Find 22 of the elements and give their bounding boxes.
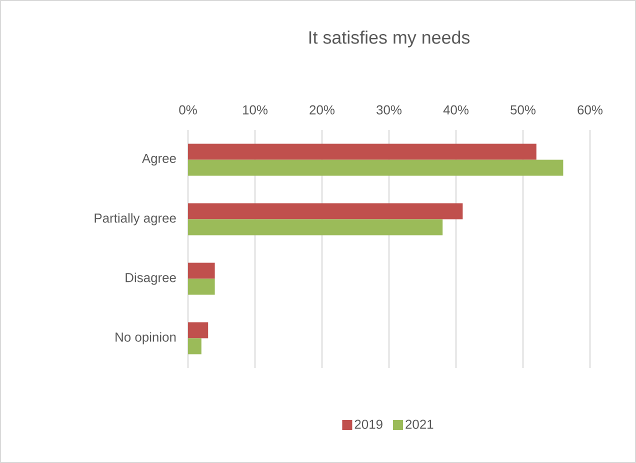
bar	[188, 338, 202, 354]
x-tick-label: 10%	[243, 105, 268, 114]
legend-label: 2019	[354, 420, 382, 429]
x-tick-label: 30%	[376, 105, 402, 114]
x-tick-label: 60%	[578, 105, 603, 114]
y-tick-label: Disagree	[126, 272, 176, 285]
x-tick-label: 40%	[443, 105, 469, 114]
bar	[188, 219, 443, 236]
bar	[188, 278, 215, 295]
x-tick-label: 20%	[310, 105, 335, 114]
bar	[188, 144, 536, 160]
y-tick-label: No opinion	[116, 332, 176, 344]
bar	[188, 322, 208, 338]
bar	[188, 203, 463, 220]
y-tick-label: Agree	[142, 154, 176, 166]
bar	[188, 160, 564, 176]
chart-title: It satisfies my needs	[309, 30, 470, 48]
x-tick-label: 50%	[510, 105, 536, 114]
bar	[188, 262, 215, 279]
legend-label: 2021	[406, 420, 434, 429]
y-tick-label: Partially agree	[94, 213, 176, 226]
x-tick-label: 0%	[179, 105, 197, 114]
